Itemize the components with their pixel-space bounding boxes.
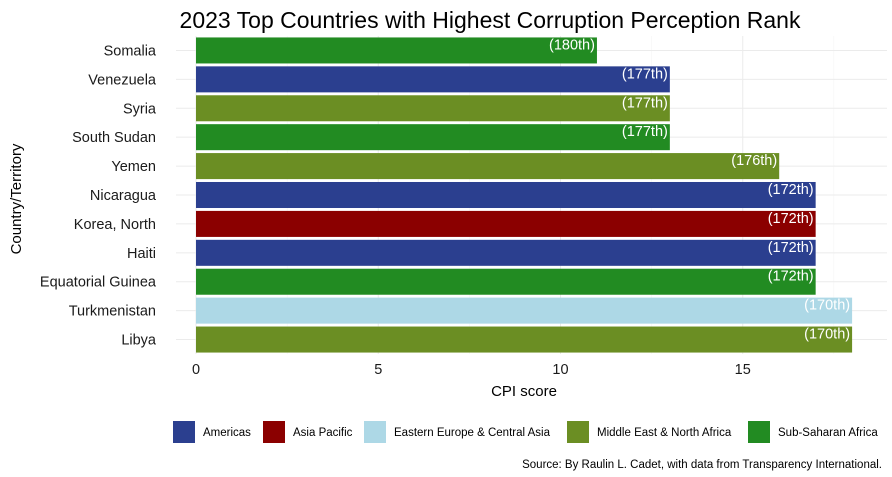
bar [196,37,597,64]
bar [196,124,670,151]
y-tick-label: Libya [121,333,157,349]
bar [196,297,853,324]
y-tick-label: Somalia [104,43,157,59]
bar [196,210,816,237]
x-axis-title: CPI score [491,383,557,400]
legend-label: Middle East & North Africa [597,427,732,439]
bar-data-label: (177th) [622,124,668,140]
bar-data-label: (180th) [549,37,595,53]
y-axis-title: Country/Territory [8,143,25,254]
bar [196,239,816,266]
bar-data-label: (177th) [622,95,668,111]
bar [196,153,780,180]
bars [196,37,853,353]
bar-data-label: (172th) [768,211,814,227]
y-tick-label: Yemen [111,159,156,175]
y-tick-label: Korea, North [74,217,156,233]
bar-data-label: (172th) [768,269,814,285]
legend-key [567,421,589,443]
legend-key [364,421,386,443]
legend: Americas Asia Pacific Eastern Europe & Cen… [173,421,878,443]
bar-data-label: (172th) [768,182,814,198]
bar-data-label: (170th) [804,327,850,343]
y-tick-labels: Somalia Venezuela Syria South Sudan Yemen Nic… [40,43,157,348]
x-tick-label: 5 [374,362,382,378]
legend-label: Asia Pacific [293,427,353,439]
legend-key [748,421,770,443]
bar-data-label: (172th) [768,240,814,256]
bar [196,181,816,209]
y-tick-label: South Sudan [72,130,156,146]
bar [196,66,670,93]
y-tick-label: Syria [123,101,157,117]
legend-label: Sub-Saharan Africa [778,427,878,439]
bar-labels: (180th) (177th) (177th) (177th) (176th) (172t… [549,37,850,342]
x-tick-label: 0 [192,362,200,378]
x-tick-labels: 0 5 10 15 [192,362,751,378]
y-tick-label: Haiti [127,246,156,262]
bar [196,268,816,295]
y-tick-label: Equatorial Guinea [40,275,157,291]
bar-data-label: (176th) [731,153,777,169]
chart-title: 2023 Top Countries with Highest Corrupti… [180,7,801,33]
y-tick-label: Venezuela [88,72,157,88]
legend-key [263,421,285,443]
bar-data-label: (177th) [622,66,668,82]
bar-data-label: (170th) [804,298,850,314]
x-tick-label: 15 [735,362,751,378]
x-tick-label: 10 [552,362,568,378]
bar [196,95,670,122]
bar [196,326,853,353]
y-tick-label: Turkmenistan [69,304,156,320]
legend-key [173,421,195,443]
y-tick-label: Nicaragua [90,188,157,204]
chart-caption: Source: By Raulin L. Cadet, with data fr… [522,459,882,471]
legend-label: Eastern Europe & Central Asia [394,427,551,439]
legend-label: Americas [203,427,251,439]
